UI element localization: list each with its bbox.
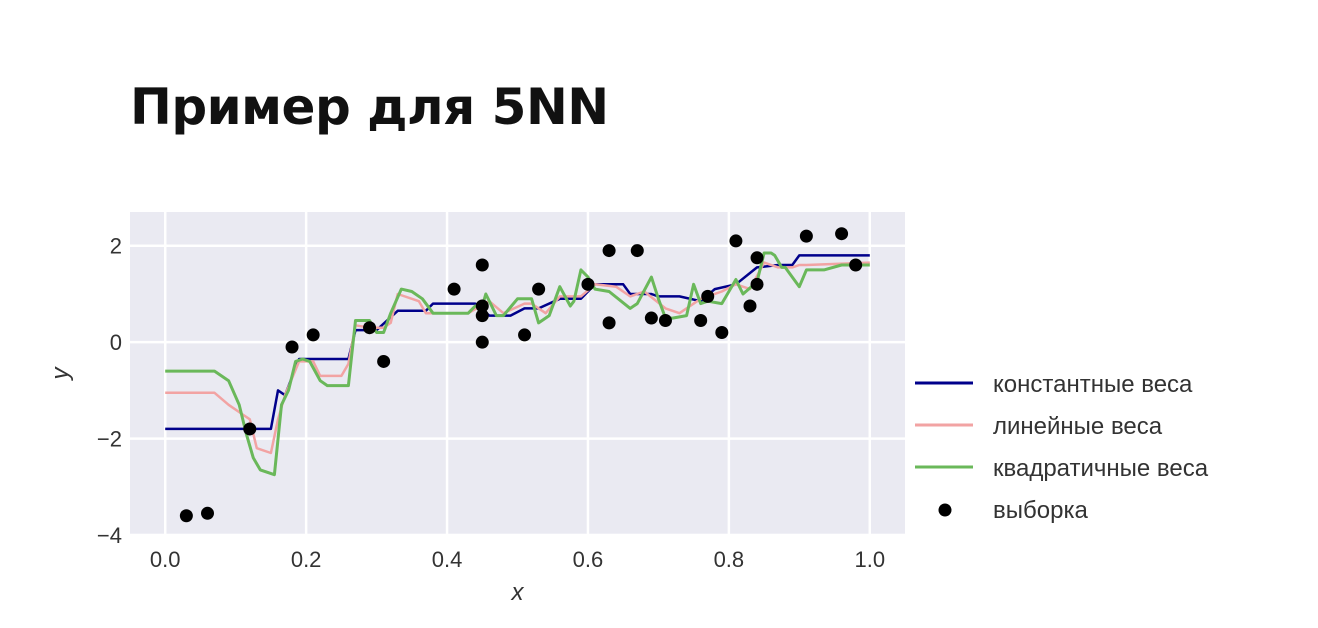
legend-label-quadratic: квадратичные веса	[993, 455, 1209, 482]
sample-point	[750, 251, 764, 265]
y-tick-labels: 2 0 −2 −4	[97, 234, 122, 548]
sample-point	[799, 229, 813, 243]
sample-point	[694, 313, 708, 327]
sample-point	[475, 335, 489, 349]
legend-swatch-sample	[938, 503, 952, 517]
sample-point	[363, 321, 377, 335]
sample-point	[602, 244, 616, 258]
x-tick-labels: 0.0 0.2 0.4 0.6 0.8 1.0	[150, 547, 885, 572]
sample-point	[475, 258, 489, 272]
y-tick-label: 2	[110, 234, 122, 259]
sample-point	[243, 422, 257, 436]
sample-point	[715, 326, 729, 340]
sample-point	[306, 328, 320, 342]
y-axis-label: y	[47, 366, 74, 382]
sample-point	[475, 299, 489, 313]
sample-point	[630, 244, 644, 258]
sample-point	[743, 299, 757, 313]
sample-point	[201, 506, 214, 520]
sample-point	[835, 227, 849, 241]
plot-area	[130, 212, 905, 535]
sample-point	[377, 354, 391, 368]
legend-label-linear: линейные веса	[993, 413, 1163, 440]
sample-point	[602, 316, 616, 330]
x-tick-label: 0.4	[432, 547, 463, 572]
y-tick-label: 0	[110, 330, 122, 355]
sample-point	[658, 313, 672, 327]
y-tick-label: −2	[97, 427, 122, 452]
sample-point	[701, 289, 715, 303]
sample-point	[644, 311, 658, 325]
series-line-quadratic	[165, 251, 870, 477]
sample-point	[581, 277, 595, 291]
x-tick-label: 1.0	[854, 547, 885, 572]
sample-point	[532, 282, 546, 296]
sample-point	[729, 234, 743, 248]
legend: константные веса линейные веса квадратич…	[915, 371, 1209, 524]
legend-label-constant: константные веса	[993, 371, 1193, 398]
sample-point	[849, 258, 863, 272]
slide-title: Пример для 5NN	[130, 78, 609, 136]
series-layer	[165, 251, 870, 477]
y-tick-label: −4	[97, 523, 122, 548]
sample-point	[475, 309, 489, 323]
legend-label-sample: выборка	[993, 497, 1088, 524]
x-tick-label: 0.2	[291, 547, 322, 572]
sample-point	[285, 340, 299, 354]
x-axis-label: x	[511, 579, 525, 606]
x-tick-label: 0.0	[150, 547, 181, 572]
sample-point	[447, 282, 461, 296]
x-tick-label: 0.6	[573, 547, 604, 572]
sample-point	[518, 328, 532, 342]
sample-point	[750, 277, 764, 291]
grid-lines	[130, 212, 905, 537]
sample-point	[179, 509, 193, 523]
x-tick-label: 0.8	[714, 547, 745, 572]
sample-points	[179, 227, 863, 523]
